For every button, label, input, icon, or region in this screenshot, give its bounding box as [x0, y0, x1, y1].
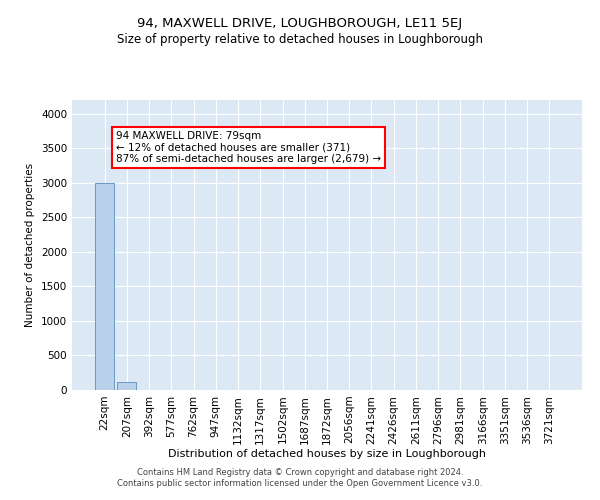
Y-axis label: Number of detached properties: Number of detached properties: [25, 163, 35, 327]
Text: Contains HM Land Registry data © Crown copyright and database right 2024.
Contai: Contains HM Land Registry data © Crown c…: [118, 468, 482, 487]
X-axis label: Distribution of detached houses by size in Loughborough: Distribution of detached houses by size …: [168, 449, 486, 459]
Bar: [95, 183, 114, 390]
Text: 94, MAXWELL DRIVE, LOUGHBOROUGH, LE11 5EJ: 94, MAXWELL DRIVE, LOUGHBOROUGH, LE11 5E…: [137, 18, 463, 30]
Text: 94 MAXWELL DRIVE: 79sqm
← 12% of detached houses are smaller (371)
87% of semi-d: 94 MAXWELL DRIVE: 79sqm ← 12% of detache…: [116, 131, 381, 164]
Bar: [118, 382, 136, 390]
Text: Size of property relative to detached houses in Loughborough: Size of property relative to detached ho…: [117, 32, 483, 46]
